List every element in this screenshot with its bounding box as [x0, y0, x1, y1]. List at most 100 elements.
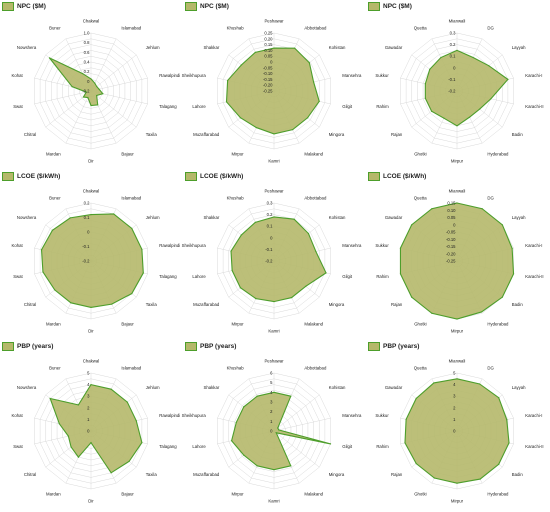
- radar-panel-1: 1.0 0.8 0.6 0.4 0.2 0 -0.2 Chakwal Islamabad Jehl…: [0, 0, 183, 170]
- data-point-rajan: [411, 296, 413, 298]
- data-point-chitral: [54, 289, 56, 291]
- data-point-muzaffarabad: [239, 117, 242, 119]
- legend: PBP (years): [2, 342, 53, 351]
- data-point-muzaffarabad: [243, 454, 245, 456]
- data-point-kohat: [71, 86, 73, 88]
- tick-label: 0.10: [447, 208, 456, 213]
- data-point-mianwali: [456, 378, 458, 380]
- data-point-kohistan: [308, 62, 310, 64]
- category-label: Dir: [88, 159, 94, 164]
- category-label: Lahore: [192, 274, 206, 279]
- grid-spoke: [65, 90, 92, 144]
- category-label: Chitral: [24, 132, 36, 137]
- tick-label: 0.6: [84, 50, 90, 55]
- legend: LCOE ($/kWh): [185, 172, 243, 181]
- category-label: Sukkur: [375, 73, 389, 78]
- category-label: Kohat: [12, 413, 24, 418]
- category-label: Peshawar: [264, 189, 284, 194]
- data-point-gilgit: [325, 272, 327, 274]
- data-point-karachi-i: [511, 247, 513, 250]
- data-point-talagang: [141, 442, 143, 444]
- data-point-mardan: [87, 96, 89, 99]
- data-point-dir: [90, 442, 92, 444]
- tick-label: 4: [453, 382, 456, 387]
- category-label: Swat: [13, 444, 23, 449]
- data-point-mansehra: [278, 429, 280, 431]
- tick-label: -0.20: [446, 251, 456, 256]
- category-label: Talagang: [159, 104, 177, 109]
- data-point-dg: [479, 383, 481, 385]
- data-point-muzaffarabad: [239, 287, 242, 289]
- data-point-jehlum: [131, 227, 133, 230]
- category-label: Mirpur: [231, 322, 244, 327]
- category-label: Muzaffarabad: [193, 132, 220, 137]
- data-point-hyderabad: [468, 116, 471, 118]
- category-label: Badin: [512, 132, 524, 137]
- category-label: Gawadar: [385, 45, 403, 50]
- tick-label: -0.05: [263, 65, 273, 70]
- data-point-karachi-ii: [512, 273, 515, 275]
- category-label: Mirpur: [231, 152, 244, 157]
- category-label: Sukkur: [375, 413, 389, 418]
- tick-label: 0: [270, 429, 273, 434]
- data-point-peshawar: [273, 47, 275, 49]
- tick-label: -0.15: [263, 77, 273, 82]
- category-label: Mingora: [329, 472, 345, 477]
- data-point-kamri: [273, 301, 275, 303]
- category-label: Mianwali: [449, 19, 466, 24]
- category-label: Buner: [49, 195, 61, 200]
- category-label: Rajan: [391, 472, 403, 477]
- category-label: Chakwal: [83, 359, 100, 364]
- data-point-nowshera: [51, 229, 54, 231]
- data-point-rahim: [404, 442, 406, 444]
- category-label: Rahim: [376, 104, 389, 109]
- category-label: Kamri: [268, 159, 279, 164]
- category-label: Ghotki: [414, 322, 426, 327]
- category-label: Rahim: [376, 444, 389, 449]
- radar-svg: 0.3 0.2 0.1 0 -0.1 -0.2 Mianwali DG Layyah Karach…: [375, 19, 543, 164]
- radar-svg: 1.0 0.8 0.6 0.4 0.2 0 -0.2 Chakwal Islamabad Jehl…: [12, 19, 181, 164]
- tick-label: -0.10: [263, 71, 273, 76]
- data-point-mianwali: [456, 49, 458, 52]
- category-label: Taxila: [146, 472, 158, 477]
- data-point-ghotki: [433, 477, 435, 479]
- data-point-kohistan: [277, 427, 279, 429]
- tick-label: 0: [453, 429, 456, 434]
- series-area: [230, 216, 327, 303]
- data-point-jehlum: [126, 401, 128, 403]
- tick-label: 4: [270, 390, 273, 395]
- category-label: Chakwal: [83, 189, 100, 194]
- data-point-chitral: [82, 96, 85, 98]
- data-point-gawadar: [415, 397, 417, 400]
- category-label: Lahore: [192, 104, 206, 109]
- category-label: Lahore: [192, 444, 206, 449]
- category-label: Quetta: [414, 195, 428, 200]
- data-point-dir: [90, 104, 92, 107]
- data-point-quetta: [433, 382, 435, 384]
- data-point-bajaur: [110, 472, 112, 474]
- data-point-mardan: [77, 456, 80, 458]
- data-point-abbottabad: [290, 395, 292, 397]
- category-label: Quetta: [414, 365, 428, 370]
- data-point-gilgit: [318, 100, 320, 102]
- tick-label: 2: [453, 405, 456, 410]
- grid-spoke: [90, 54, 137, 92]
- tick-label: -0.25: [263, 89, 273, 94]
- category-label: Peshawar: [264, 359, 284, 364]
- category-label: Chitral: [24, 302, 36, 307]
- category-label: Bajaur: [121, 492, 134, 497]
- tick-label: 3: [453, 394, 456, 399]
- category-label: DG: [487, 195, 494, 200]
- radar-svg: 0.3 0.2 0.1 0 -0.1 -0.2 Peshawar Abbottabad Kohi…: [182, 189, 362, 334]
- data-point-talagang: [142, 272, 144, 274]
- tick-label: 0: [453, 65, 456, 70]
- category-label: Nowshera: [17, 215, 37, 220]
- category-label: Layyah: [512, 385, 526, 390]
- data-point-swat: [67, 435, 69, 437]
- data-point-islamabad: [110, 388, 112, 390]
- category-label: Khushab: [227, 365, 245, 370]
- tick-label: 0.4: [84, 60, 90, 65]
- data-point-abbottabad: [293, 218, 295, 220]
- data-point-chakwal: [90, 78, 92, 80]
- data-point-rawalpindi: [98, 88, 100, 90]
